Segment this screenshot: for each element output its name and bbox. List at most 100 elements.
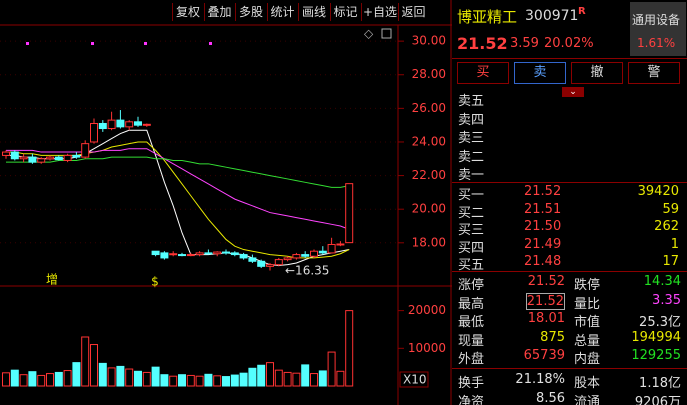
sector-box[interactable] <box>630 2 686 56</box>
stat-label: 最低 <box>458 315 485 330</box>
volume-bar <box>230 374 239 387</box>
sector[interactable]: 通用设备 <box>632 13 681 27</box>
candle-body <box>292 254 301 259</box>
stat-value: 18.01 <box>527 311 565 326</box>
sell-label: 卖三 <box>458 131 485 146</box>
stat-value: 875 <box>540 329 565 345</box>
volume-bar <box>169 375 178 387</box>
volume-bar <box>142 371 151 387</box>
stat-label: 最高 <box>458 296 485 312</box>
candle-body <box>283 257 292 261</box>
trade-button[interactable]: 警 <box>628 62 680 84</box>
candle-body <box>213 251 222 255</box>
toolbar-button[interactable]: 统计 <box>266 3 298 21</box>
sell-label: 卖四 <box>458 112 485 128</box>
toolbar-button[interactable]: 标记 <box>329 3 361 21</box>
candle-body <box>327 243 336 254</box>
volume-bar <box>318 370 327 387</box>
volume-bar <box>10 369 19 387</box>
candle-body <box>54 156 63 161</box>
trade-button[interactable]: 买 <box>457 62 509 84</box>
candle-body <box>169 253 178 256</box>
candle-body <box>142 123 151 126</box>
y-tick-label: 20.00 <box>412 202 446 216</box>
buy-price: 21.52 <box>524 184 562 199</box>
stock-code: 300971 <box>525 8 579 24</box>
candle-body <box>257 260 266 267</box>
volume-bar <box>46 373 54 387</box>
candle-body <box>301 254 310 257</box>
volume-bar <box>186 374 195 387</box>
candle-body <box>125 121 134 128</box>
volume-bar <box>107 367 116 387</box>
candle-body <box>239 254 248 259</box>
volume-bar <box>239 372 248 387</box>
stat-value: 21.52 <box>525 292 565 310</box>
toolbar-button[interactable]: +自选 <box>361 3 398 21</box>
buy-volume: 59 <box>662 201 679 217</box>
candle-body <box>204 252 213 255</box>
candle-body <box>222 251 230 254</box>
volume-bar <box>283 371 292 387</box>
marker: 增 <box>46 273 58 287</box>
candle-body <box>248 257 257 262</box>
toolbar-button[interactable]: 画线 <box>298 3 329 21</box>
volume-bar <box>2 372 10 387</box>
candle-body <box>160 252 169 259</box>
stat-value: 21.52 <box>527 274 565 289</box>
toolbar-button[interactable]: 叠加 <box>203 3 235 21</box>
chart: ◇ 增 $ ←16.35 30.00 28.00 26.00 24.00 22.00 20… <box>0 0 452 405</box>
volume-bar <box>63 370 72 387</box>
candle-body <box>151 250 160 256</box>
candle-body <box>318 250 327 254</box>
sector-change: 1.61% <box>637 36 676 50</box>
candle-body <box>72 154 81 158</box>
buy-price: 21.51 <box>524 201 562 217</box>
candle-body <box>90 122 98 143</box>
stat-label: 外盘 <box>458 352 485 367</box>
buy-price: 21.49 <box>524 236 562 252</box>
stat-label: 量比 <box>574 296 601 312</box>
volume-bar <box>274 369 283 387</box>
volume-bar <box>292 372 301 387</box>
volume-bar <box>98 362 107 387</box>
candle-body <box>195 252 204 256</box>
stat-label: 现量 <box>458 333 485 349</box>
y-tick-label: 30.00 <box>412 34 446 48</box>
quote-panel: 博亚精工 300971 R 通用设备 1.61% 21.52 3.59 20.0… <box>452 0 687 405</box>
stat-label: 净资 <box>458 394 485 405</box>
price: 21.52 <box>457 34 508 53</box>
candle-body <box>230 252 239 256</box>
candle-body <box>116 119 125 128</box>
stat-value: 3.35 <box>652 292 681 308</box>
volume-bar <box>19 374 28 387</box>
volume-bar <box>90 344 98 387</box>
stat-label: 流通 <box>574 394 601 405</box>
event-dots <box>26 42 212 45</box>
toolbar-button[interactable]: 复权 <box>172 3 203 21</box>
expand[interactable]: ⌄ <box>562 87 584 97</box>
volume-bar <box>301 364 310 387</box>
candle-body <box>178 254 186 257</box>
y-tick-label: 22.00 <box>412 168 446 182</box>
buy-label: 买三 <box>458 223 485 238</box>
toolbar-button[interactable]: 返回 <box>397 3 429 21</box>
buy-label: 买一 <box>458 188 485 203</box>
candle-body <box>186 254 195 257</box>
trade-button[interactable]: 卖 <box>514 62 566 84</box>
icon[interactable]: ◇ <box>364 27 374 41</box>
y-tick-label: 18.00 <box>412 235 446 249</box>
toolbar-button[interactable]: 多股 <box>235 3 266 21</box>
volume-bar <box>213 375 222 387</box>
stat-label: 市值 <box>574 315 601 330</box>
stat-value: 194994 <box>631 329 681 345</box>
trade-button[interactable]: 撤 <box>571 62 623 84</box>
stat-value: 129255 <box>631 348 681 363</box>
candle-body <box>63 154 72 161</box>
change-pct: 20.02% <box>544 36 594 51</box>
stat-label: 换手 <box>458 376 485 391</box>
ma-line <box>6 148 350 230</box>
icon[interactable] <box>381 28 392 39</box>
buy-price: 21.48 <box>524 254 562 269</box>
